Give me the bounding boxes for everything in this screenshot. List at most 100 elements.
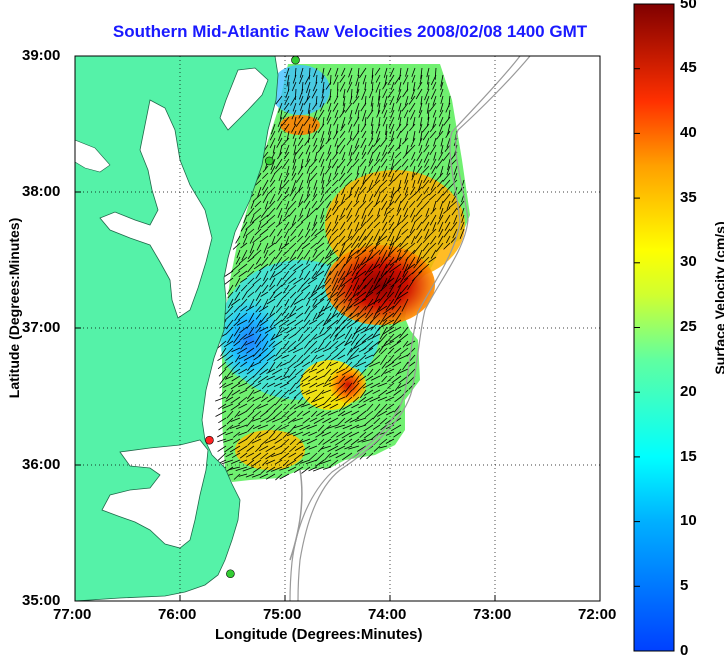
velocity-arrow xyxy=(417,158,423,167)
velocity-arrow xyxy=(345,354,353,364)
velocity-arrow xyxy=(340,165,346,175)
velocity-arrow xyxy=(312,466,325,472)
velocity-arrow xyxy=(247,277,255,285)
velocity-arrow xyxy=(327,123,332,135)
velocity-arrow xyxy=(307,291,318,300)
velocity-arrow xyxy=(348,123,353,133)
velocity-arrow xyxy=(288,277,297,284)
velocity-arrow xyxy=(274,445,283,451)
velocity-arrow xyxy=(294,88,297,101)
velocity-arrow xyxy=(351,410,360,416)
velocity-arrow xyxy=(399,326,409,339)
velocity-arrow xyxy=(321,179,325,190)
velocity-arrow xyxy=(272,144,276,154)
velocity-arrow xyxy=(320,158,325,168)
velocity-arrow xyxy=(382,116,388,127)
velocity-arrow xyxy=(439,200,444,210)
velocity-arrow xyxy=(225,305,234,314)
velocity-arrow xyxy=(374,165,381,176)
velocity-arrow xyxy=(344,284,353,298)
velocity-arrow xyxy=(306,256,311,265)
velocity-arrow xyxy=(329,263,339,276)
velocity-arrow xyxy=(321,186,325,196)
velocity-arrow xyxy=(264,438,276,444)
velocity-arrow xyxy=(327,144,332,155)
velocity-arrow xyxy=(373,200,381,208)
velocity-arrow xyxy=(354,186,360,198)
velocity-arrow xyxy=(337,375,346,384)
velocity-arrow xyxy=(453,214,458,225)
velocity-arrow xyxy=(440,137,444,147)
velocity-arrow xyxy=(338,361,346,370)
velocity-arrow xyxy=(300,368,311,377)
velocity-arrow xyxy=(388,137,395,148)
velocity-arrow xyxy=(402,256,409,271)
velocity-arrow xyxy=(409,221,416,234)
velocity-arrow xyxy=(382,144,388,156)
colorbar-tick-label: 25 xyxy=(680,318,697,335)
velocity-arrow xyxy=(333,291,346,302)
velocity-arrow xyxy=(422,130,430,141)
velocity-arrow xyxy=(349,417,360,423)
velocity-arrow xyxy=(242,466,255,472)
velocity-arrow xyxy=(303,291,311,301)
velocity-arrow xyxy=(357,109,360,120)
velocity-arrow xyxy=(327,67,332,76)
velocity-arrow xyxy=(332,179,339,187)
velocity-arrow xyxy=(387,382,395,389)
velocity-arrow xyxy=(404,242,416,253)
velocity-arrow xyxy=(349,424,360,430)
velocity-arrow xyxy=(238,263,248,271)
velocity-arrow xyxy=(278,172,283,182)
velocity-arrow xyxy=(402,137,409,145)
velocity-arrow xyxy=(399,347,409,355)
velocity-arrow xyxy=(360,326,374,334)
velocity-arrow xyxy=(303,193,311,204)
velocity-arrow xyxy=(446,165,451,176)
velocity-arrow xyxy=(309,452,318,461)
velocity-arrow xyxy=(346,347,353,356)
velocity-arrow xyxy=(352,382,360,391)
velocity-arrow xyxy=(433,137,437,147)
velocity-arrow xyxy=(305,389,318,395)
velocity-arrow xyxy=(321,284,332,296)
velocity-arrow xyxy=(308,445,318,450)
velocity-arrow xyxy=(447,158,451,171)
velocity-arrow xyxy=(396,242,409,253)
velocity-arrow xyxy=(252,403,262,412)
velocity-arrow xyxy=(270,333,276,342)
velocity-arrow xyxy=(443,207,451,214)
velocity-arrow xyxy=(306,186,311,197)
velocity-arrow xyxy=(421,214,430,224)
colorbar-tick-label: 5 xyxy=(680,577,689,594)
velocity-arrow xyxy=(369,361,381,368)
velocity-arrow xyxy=(433,151,437,161)
velocity-arrow xyxy=(329,361,339,367)
velocity-arrow xyxy=(234,312,241,322)
velocity-arrow xyxy=(332,130,339,140)
velocity-arrow xyxy=(419,102,423,114)
velocity-arrow xyxy=(283,368,290,377)
velocity-arrow xyxy=(287,340,297,349)
velocity-arrow xyxy=(320,256,332,267)
velocity-arrow xyxy=(395,368,402,377)
velocity-arrow xyxy=(354,221,360,232)
velocity-arrow xyxy=(261,333,269,342)
velocity-arrow xyxy=(350,228,360,241)
velocity-arrow xyxy=(435,172,444,182)
velocity-arrow xyxy=(387,228,395,242)
velocity-arrow xyxy=(264,326,276,334)
velocity-arrow xyxy=(295,221,304,229)
colorbar-tick-label: 45 xyxy=(680,59,697,76)
velocity-arrow xyxy=(417,81,423,90)
velocity-arrow xyxy=(418,123,423,134)
velocity-arrow xyxy=(262,186,269,196)
velocity-arrow xyxy=(368,158,374,167)
velocity-arrow xyxy=(312,81,318,92)
velocity-arrow xyxy=(353,340,367,349)
velocity-arrow xyxy=(273,319,283,327)
velocity-arrow xyxy=(290,396,297,405)
velocity-arrow xyxy=(292,424,304,429)
velocity-arrow xyxy=(286,165,290,176)
velocity-arrow xyxy=(291,123,297,133)
